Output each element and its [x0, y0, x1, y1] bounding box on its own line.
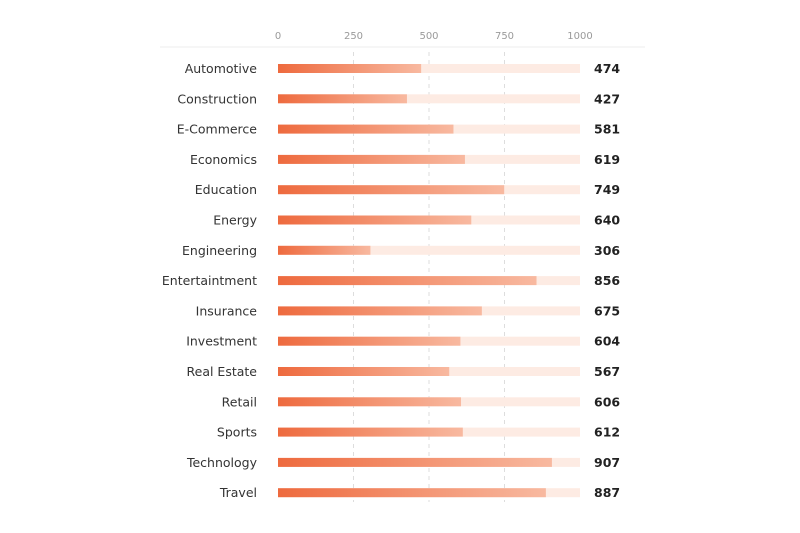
bar-row: Insurance 675 — [196, 303, 620, 318]
bar — [278, 276, 537, 286]
bar — [278, 397, 462, 407]
bar-track — [278, 245, 580, 255]
bar — [278, 185, 505, 195]
bar — [278, 124, 454, 134]
bar — [278, 215, 472, 225]
bar-row: Retail 606 — [222, 394, 621, 409]
value-label: 604 — [594, 334, 620, 349]
category-label: Investment — [186, 334, 257, 349]
bar-track — [278, 64, 580, 73]
bar-row: Travel 887 — [219, 485, 620, 500]
category-label: Sports — [217, 425, 257, 440]
bar — [278, 336, 461, 346]
value-label: 427 — [594, 91, 620, 106]
bar — [278, 306, 482, 316]
bar — [278, 457, 552, 467]
category-label: Insurance — [196, 303, 258, 318]
category-label: E-Commerce — [177, 122, 258, 137]
x-tick-label: 500 — [419, 31, 438, 42]
x-tick-label: 750 — [495, 31, 514, 42]
category-label: Travel — [219, 485, 257, 500]
value-label: 749 — [594, 182, 620, 197]
bar — [278, 245, 371, 255]
bar — [278, 367, 450, 376]
bar-row: Technology 907 — [186, 455, 620, 470]
value-label: 567 — [594, 364, 620, 379]
bar-row: Construction 427 — [177, 91, 620, 106]
value-label: 306 — [594, 243, 620, 258]
value-label: 474 — [594, 61, 620, 76]
category-label: Education — [195, 182, 257, 197]
bar — [278, 94, 407, 104]
category-label: Real Estate — [187, 364, 258, 379]
category-label: Retail — [222, 394, 257, 409]
value-label: 581 — [594, 122, 620, 137]
value-label: 612 — [594, 425, 620, 440]
category-label: Entertaintment — [162, 273, 257, 288]
bar — [278, 427, 463, 437]
bar-row: Sports 612 — [217, 425, 620, 440]
value-label: 675 — [594, 303, 620, 318]
bar-row: E-Commerce 581 — [177, 122, 620, 137]
bar-row: Energy 640 — [213, 213, 620, 228]
value-label: 907 — [594, 455, 620, 470]
value-label: 887 — [594, 485, 620, 500]
bar-row: Education 749 — [195, 182, 620, 197]
category-label: Economics — [190, 152, 257, 167]
x-axis-ticks: 0 250 500 750 1000 — [275, 31, 593, 42]
value-label: 619 — [594, 152, 620, 167]
bar — [278, 154, 465, 164]
category-label: Technology — [186, 455, 258, 470]
bar-row: Real Estate 567 — [187, 364, 621, 379]
bar-row: Automotive 474 — [185, 61, 621, 76]
x-tick-label: 1000 — [567, 31, 592, 42]
value-label: 640 — [594, 213, 620, 228]
value-label: 856 — [594, 273, 620, 288]
bar — [278, 64, 422, 73]
bar-row: Economics 619 — [190, 152, 620, 167]
bar-row: Entertaintment 856 — [162, 273, 621, 288]
bars: Automotive 474 Construction 427 E-Commerce 58… — [162, 61, 621, 500]
category-label: Energy — [213, 213, 257, 228]
bar-track — [278, 94, 580, 104]
x-tick-label: 250 — [344, 31, 363, 42]
category-label: Construction — [177, 91, 257, 106]
bar — [278, 488, 546, 498]
value-label: 606 — [594, 394, 620, 409]
category-label: Engineering — [182, 243, 257, 258]
bar-row: Engineering 306 — [182, 243, 620, 258]
x-tick-label: 0 — [275, 31, 281, 42]
bar-row: Investment 604 — [186, 334, 620, 349]
category-label: Automotive — [185, 61, 258, 76]
